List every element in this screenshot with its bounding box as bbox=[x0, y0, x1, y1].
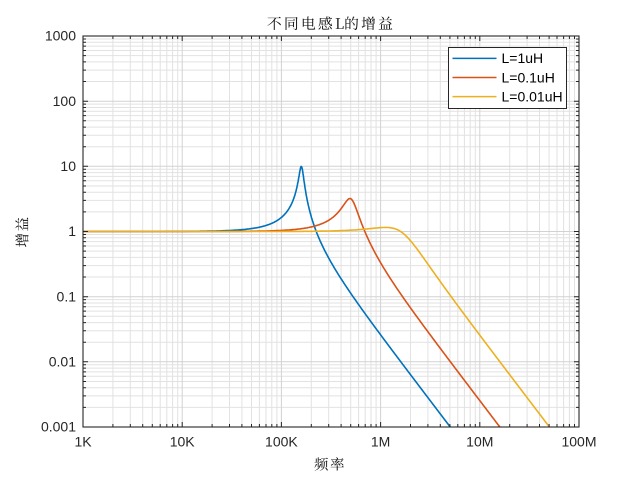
svg-text:10K: 10K bbox=[170, 434, 196, 450]
svg-text:100K: 100K bbox=[265, 434, 298, 450]
svg-text:10: 10 bbox=[60, 158, 76, 174]
svg-text:100M: 100M bbox=[561, 434, 596, 450]
svg-text:1M: 1M bbox=[371, 434, 390, 450]
svg-text:L=0.01uH: L=0.01uH bbox=[502, 88, 563, 104]
svg-text:100: 100 bbox=[53, 93, 77, 109]
svg-text:1K: 1K bbox=[74, 434, 92, 450]
svg-text:0.001: 0.001 bbox=[41, 419, 76, 435]
svg-text:L=0.1uH: L=0.1uH bbox=[502, 69, 555, 85]
svg-text:L=1uH: L=1uH bbox=[502, 50, 544, 66]
svg-text:10M: 10M bbox=[466, 434, 493, 450]
svg-text:1: 1 bbox=[68, 223, 76, 239]
svg-text:0.1: 0.1 bbox=[57, 288, 77, 304]
svg-text:0.01: 0.01 bbox=[49, 354, 76, 370]
svg-text:1000: 1000 bbox=[45, 28, 76, 44]
